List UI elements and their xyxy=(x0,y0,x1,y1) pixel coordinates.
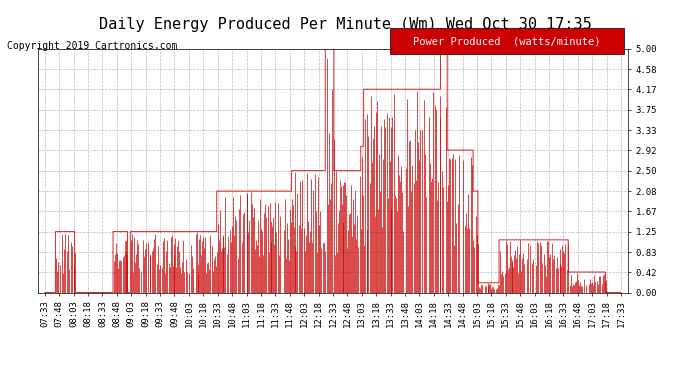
Text: Power Produced  (watts/minute): Power Produced (watts/minute) xyxy=(413,36,601,46)
Text: Daily Energy Produced Per Minute (Wm) Wed Oct 30 17:35: Daily Energy Produced Per Minute (Wm) We… xyxy=(99,17,591,32)
Text: Copyright 2019 Cartronics.com: Copyright 2019 Cartronics.com xyxy=(7,41,177,51)
